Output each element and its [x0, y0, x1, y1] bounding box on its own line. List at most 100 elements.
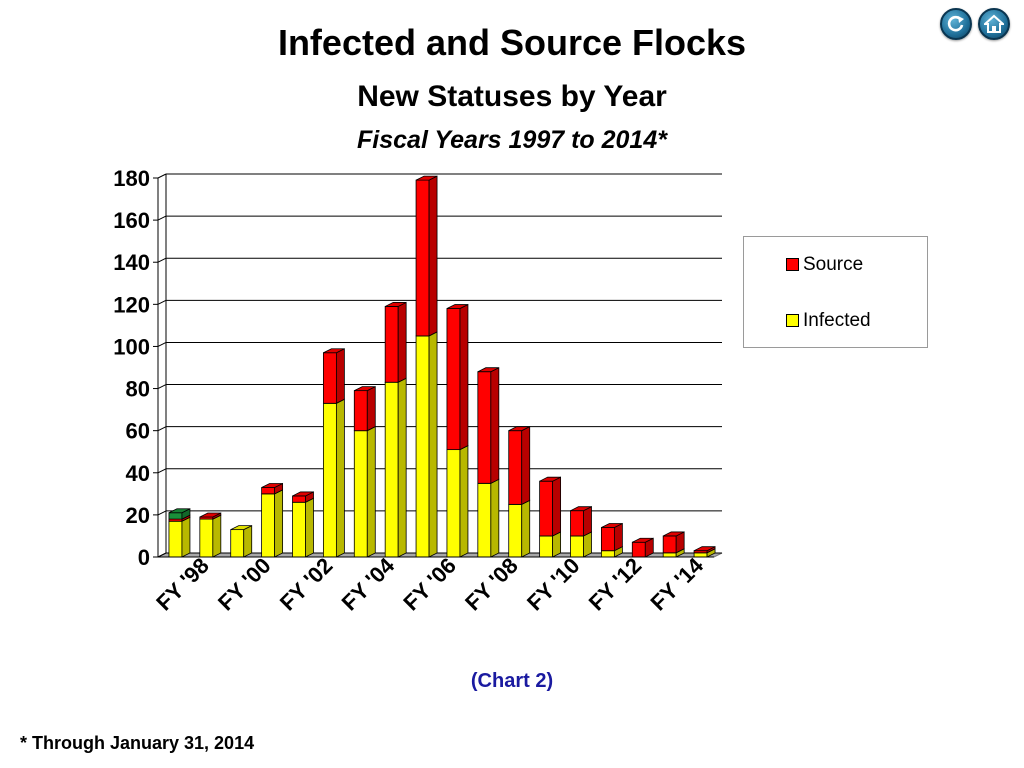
bar-infected	[199, 514, 222, 558]
y-tick-label: 20	[126, 503, 150, 528]
bar-infected-side	[366, 426, 376, 558]
bar-extra-front	[168, 512, 183, 520]
bar-source	[508, 426, 531, 506]
y-tick-label: 180	[113, 166, 150, 191]
bar-infected-front	[600, 550, 615, 558]
bar-source-top	[292, 491, 314, 497]
gridline-depth	[157, 173, 167, 179]
bar-extra-top	[168, 508, 191, 514]
bar-infected	[261, 489, 284, 558]
home-button[interactable]	[978, 8, 1010, 40]
legend-swatch-source	[786, 258, 799, 271]
bar-source-top	[199, 512, 222, 518]
gridline-depth	[157, 552, 167, 558]
bar-infected-front	[199, 518, 214, 558]
bar-source-top	[477, 367, 500, 373]
bar-source-top	[693, 546, 716, 552]
y-tick-label: 100	[113, 334, 150, 359]
gridline-depth	[157, 468, 167, 474]
bar-infected-front	[353, 430, 368, 558]
bar-source-side	[459, 303, 469, 451]
bar-source	[693, 546, 716, 554]
x-tick-label: FY '02	[275, 553, 338, 616]
bar-source	[662, 531, 685, 554]
bar-infected	[415, 331, 438, 558]
bar-infected	[292, 497, 314, 558]
bar-infected-front	[322, 402, 337, 558]
bar-source-side	[335, 348, 345, 404]
x-axis: FY '98 FY '00 FY '02 FY '04 FY '06 FY '08 FY '…	[151, 552, 714, 615]
x-tick-label: FY '04	[337, 552, 400, 615]
bar-infected-side	[305, 497, 314, 558]
y-axis: 0 20 40 60 80 100 120 140 160 180	[113, 166, 159, 570]
y-tick-label: 0	[138, 545, 150, 570]
bar-infected-front	[446, 449, 461, 558]
bar-infected-front	[415, 335, 430, 558]
bar-source-front	[353, 390, 368, 432]
bar-infected-side	[181, 516, 191, 558]
bar-infected-side	[212, 514, 222, 558]
chart-subtitle: New Statuses by Year	[357, 80, 667, 113]
bar-source	[631, 537, 654, 558]
bar-source-front	[446, 308, 461, 451]
chart-legend: Source Infected	[743, 236, 928, 348]
bar-infected-front	[230, 529, 245, 558]
bar-infected	[477, 478, 500, 558]
chart-caption: (Chart 2)	[470, 670, 554, 692]
gridline-depth	[157, 426, 167, 432]
bar-source	[446, 303, 469, 451]
bar-infected-front	[570, 535, 584, 558]
bar-source-top	[354, 386, 376, 392]
bar-infected-side	[397, 377, 407, 558]
bar-infected-side	[459, 444, 469, 558]
bar-source	[600, 522, 623, 552]
bar-source-front	[570, 510, 584, 537]
bar-infected-front	[384, 381, 399, 558]
bar-infected	[168, 516, 191, 558]
bar-source-front	[384, 306, 399, 383]
bar-infected-front	[508, 503, 523, 558]
refresh-icon	[947, 15, 964, 32]
bar-source-top	[601, 523, 623, 528]
gridline-depth	[157, 257, 167, 263]
bar-source	[292, 491, 314, 503]
bar-source	[415, 175, 438, 337]
y-tick-label: 80	[126, 377, 150, 402]
bar-infected	[508, 499, 531, 558]
bar-source-front	[292, 495, 306, 503]
bar-source-front	[662, 535, 677, 554]
bar-source-side	[521, 426, 531, 506]
gridline-depth	[157, 384, 167, 390]
bar-source	[261, 482, 284, 495]
gridline-depth	[157, 215, 167, 221]
chart-grid	[157, 173, 723, 558]
bar-source-top	[570, 506, 592, 512]
x-tick-label: FY '10	[522, 553, 585, 616]
gridline-depth	[157, 510, 167, 516]
bar-source	[353, 386, 376, 432]
legend-swatch-infected	[786, 314, 799, 327]
bar-infected-side	[490, 478, 500, 558]
bar-source-top	[261, 483, 283, 488]
bar-infected-side	[521, 499, 531, 558]
bar-infected-top	[230, 525, 252, 531]
y-tick-label: 60	[126, 419, 150, 444]
page-title: Infected and Source Flocks	[277, 22, 747, 63]
bar-source-top	[662, 531, 685, 537]
bar-source-side	[583, 506, 592, 537]
gridline-depth	[157, 341, 167, 347]
bar-source-front	[539, 480, 554, 537]
bar-source-front	[322, 352, 337, 404]
bar-infected-front	[292, 501, 306, 558]
bar-source-side	[552, 476, 562, 537]
y-tick-label: 40	[126, 461, 150, 486]
bar-source	[539, 476, 562, 537]
bar-source-side	[397, 301, 407, 383]
chart-period: Fiscal Years 1997 to 2014*	[357, 126, 667, 154]
chart-bars	[168, 175, 716, 558]
x-tick-label: FY '98	[151, 553, 214, 616]
bar-source-top	[446, 304, 469, 309]
refresh-button[interactable]	[940, 8, 972, 40]
bar-source-front	[477, 371, 492, 484]
